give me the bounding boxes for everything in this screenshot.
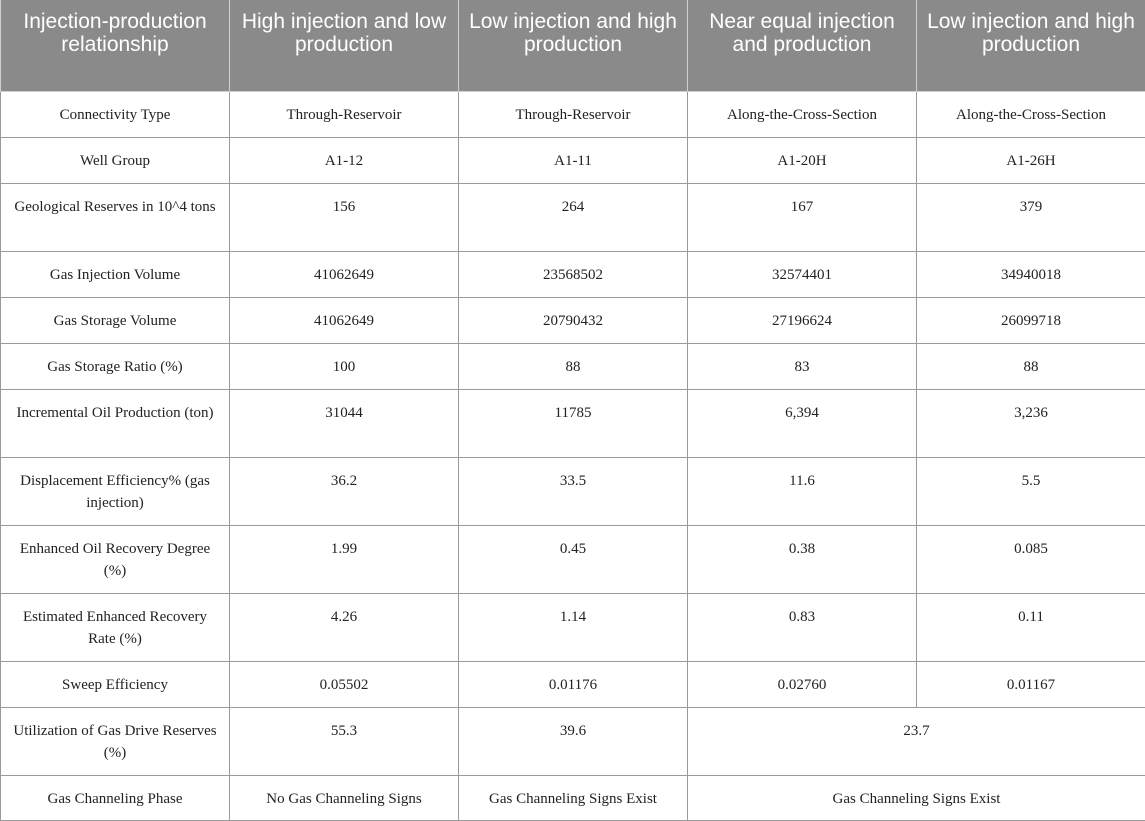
table-cell: 0.38 bbox=[688, 525, 917, 593]
table-row: Sweep Efficiency 0.05502 0.01176 0.02760… bbox=[1, 661, 1145, 707]
table-row: Gas Injection Volume 41062649 23568502 3… bbox=[1, 251, 1145, 297]
table-row: Incremental Oil Production (ton) 31044 1… bbox=[1, 389, 1145, 457]
table-cell: 5.5 bbox=[917, 457, 1145, 525]
merged-cell: Gas Channeling Signs Exist bbox=[688, 775, 1145, 820]
table-row: Estimated Enhanced Recovery Rate (%) 4.2… bbox=[1, 593, 1145, 661]
table-cell: 27196624 bbox=[688, 297, 917, 343]
row-label: Estimated Enhanced Recovery Rate (%) bbox=[1, 593, 230, 661]
table-cell: 100 bbox=[230, 343, 459, 389]
row-label: Enhanced Oil Recovery Degree (%) bbox=[1, 525, 230, 593]
header-cell-col3: Near equal injection and production bbox=[688, 0, 917, 91]
row-label: Gas Channeling Phase bbox=[1, 775, 230, 820]
row-label: Incremental Oil Production (ton) bbox=[1, 389, 230, 457]
table-cell: 88 bbox=[459, 343, 688, 389]
table-cell: 31044 bbox=[230, 389, 459, 457]
table-cell: 39.6 bbox=[459, 707, 688, 775]
table-cell: 156 bbox=[230, 183, 459, 251]
merged-cell: 23.7 bbox=[688, 707, 1145, 775]
header-cell-col4: Low injection and high production bbox=[917, 0, 1145, 91]
table-cell: 0.085 bbox=[917, 525, 1145, 593]
table-cell: Along-the-Cross-Section bbox=[688, 91, 917, 137]
table-row: Gas Channeling Phase No Gas Channeling S… bbox=[1, 775, 1145, 820]
table-cell: 6,394 bbox=[688, 389, 917, 457]
table-cell: 0.01167 bbox=[917, 661, 1145, 707]
table-row: Utilization of Gas Drive Reserves (%) 55… bbox=[1, 707, 1145, 775]
table-row: Displacement Efficiency% (gas injection)… bbox=[1, 457, 1145, 525]
row-label: Displacement Efficiency% (gas injection) bbox=[1, 457, 230, 525]
table-cell: Through-Reservoir bbox=[459, 91, 688, 137]
table-row: Well Group A1-12 A1-11 A1-20H A1-26H bbox=[1, 137, 1145, 183]
table-cell: 0.45 bbox=[459, 525, 688, 593]
row-label: Connectivity Type bbox=[1, 91, 230, 137]
row-label: Well Group bbox=[1, 137, 230, 183]
row-label: Sweep Efficiency bbox=[1, 661, 230, 707]
table-cell: A1-20H bbox=[688, 137, 917, 183]
row-label: Gas Storage Volume bbox=[1, 297, 230, 343]
table-cell: 3,236 bbox=[917, 389, 1145, 457]
table-cell: A1-12 bbox=[230, 137, 459, 183]
row-label: Gas Storage Ratio (%) bbox=[1, 343, 230, 389]
table-cell: 41062649 bbox=[230, 251, 459, 297]
table-cell: 0.83 bbox=[688, 593, 917, 661]
table-row: Enhanced Oil Recovery Degree (%) 1.99 0.… bbox=[1, 525, 1145, 593]
table-cell: 26099718 bbox=[917, 297, 1145, 343]
table-row: Gas Storage Volume 41062649 20790432 271… bbox=[1, 297, 1145, 343]
header-cell-relationship: Injection-production relationship bbox=[1, 0, 230, 91]
table-row: Gas Storage Ratio (%) 100 88 83 88 bbox=[1, 343, 1145, 389]
table-cell: 23568502 bbox=[459, 251, 688, 297]
row-label: Gas Injection Volume bbox=[1, 251, 230, 297]
table-cell: 167 bbox=[688, 183, 917, 251]
table-cell: 0.02760 bbox=[688, 661, 917, 707]
table-cell: 0.01176 bbox=[459, 661, 688, 707]
table-cell: 11.6 bbox=[688, 457, 917, 525]
header-row: Injection-production relationship High i… bbox=[1, 0, 1145, 91]
table-cell: 36.2 bbox=[230, 457, 459, 525]
table-cell: 11785 bbox=[459, 389, 688, 457]
table-cell: A1-26H bbox=[917, 137, 1145, 183]
table-cell: 0.05502 bbox=[230, 661, 459, 707]
table-cell: 41062649 bbox=[230, 297, 459, 343]
table-cell: 4.26 bbox=[230, 593, 459, 661]
table-cell: 379 bbox=[917, 183, 1145, 251]
table-cell: 55.3 bbox=[230, 707, 459, 775]
header-cell-col2: Low injection and high production bbox=[459, 0, 688, 91]
table-cell: Gas Channeling Signs Exist bbox=[459, 775, 688, 820]
row-label: Utilization of Gas Drive Reserves (%) bbox=[1, 707, 230, 775]
table-cell: No Gas Channeling Signs bbox=[230, 775, 459, 820]
table-cell: 32574401 bbox=[688, 251, 917, 297]
table-cell: Along-the-Cross-Section bbox=[917, 91, 1145, 137]
table-row: Geological Reserves in 10^4 tons 156 264… bbox=[1, 183, 1145, 251]
table-cell: 0.11 bbox=[917, 593, 1145, 661]
table-cell: 88 bbox=[917, 343, 1145, 389]
table-cell: 33.5 bbox=[459, 457, 688, 525]
table-cell: 20790432 bbox=[459, 297, 688, 343]
table-cell: Through-Reservoir bbox=[230, 91, 459, 137]
table-cell: 83 bbox=[688, 343, 917, 389]
table-cell: 1.14 bbox=[459, 593, 688, 661]
table-row: Connectivity Type Through-Reservoir Thro… bbox=[1, 91, 1145, 137]
row-label: Geological Reserves in 10^4 tons bbox=[1, 183, 230, 251]
table-cell: A1-11 bbox=[459, 137, 688, 183]
header-cell-col1: High injection and low production bbox=[230, 0, 459, 91]
table-cell: 1.99 bbox=[230, 525, 459, 593]
table-cell: 34940018 bbox=[917, 251, 1145, 297]
table-cell: 264 bbox=[459, 183, 688, 251]
